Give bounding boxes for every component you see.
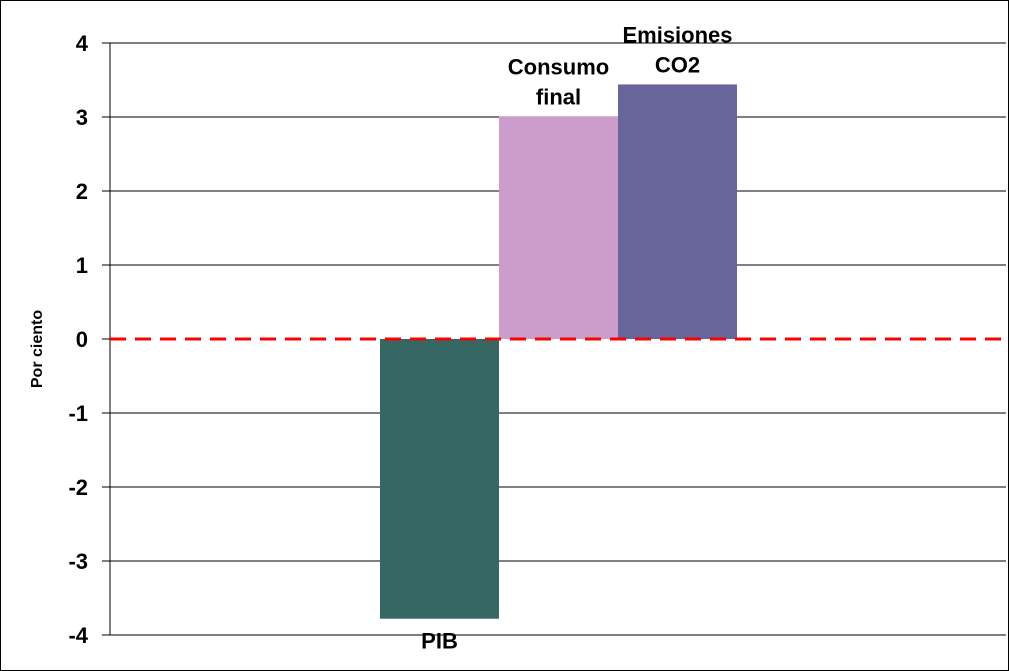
bar-pib [380,339,499,619]
y-tick-label: 1 [76,253,88,278]
y-tick-label: 2 [76,179,88,204]
bar-consumo-final [499,116,618,339]
y-tick-label: 0 [76,327,88,352]
data-labels: PIB Consumo final Emisiones CO2 [110,22,1006,654]
y-tick-label: -1 [68,401,88,426]
y-tick-label: -3 [68,549,88,574]
bar-label: PIB [421,629,458,654]
bar-label: final [536,84,581,109]
y-tick-label: 3 [76,105,88,130]
bars [380,84,737,619]
y-tick-label: -2 [68,475,88,500]
bar-label: CO2 [655,52,700,77]
y-axis: -4 -3 -2 -1 0 1 2 3 4 [68,31,111,648]
y-axis-title: Por ciento [29,310,46,388]
bar-label: Consumo [508,54,609,79]
y-tick-label: 4 [76,31,89,56]
y-tick-label: -4 [68,623,88,648]
bar-emisiones-co2 [618,84,737,339]
bar-label: Emisiones [622,22,732,47]
